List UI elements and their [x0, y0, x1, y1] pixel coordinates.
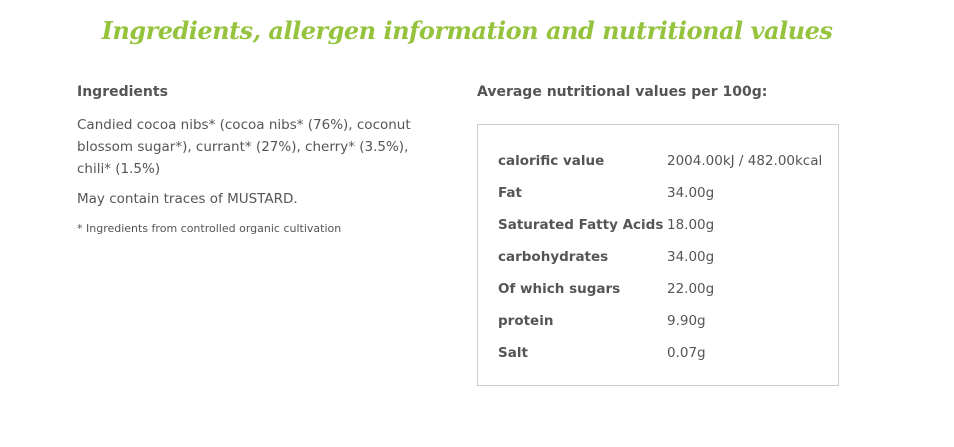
nutrient-name: Fat — [498, 185, 522, 201]
nutrient-value: 22.00g — [667, 281, 715, 297]
nutrient-name: Salt — [498, 345, 528, 361]
nutrient-name: Of which sugars — [498, 281, 621, 297]
nutrition-table: calorific value 2004.00kJ / 482.00kcal Fat… — [477, 124, 839, 386]
page-title: Ingredients, allergen information and nu… — [101, 16, 833, 45]
ingredients-text: Candied cocoa nibs* (cocoa nibs* (76%), … — [77, 117, 411, 177]
nutrient-name: calorific value — [498, 153, 605, 169]
nutrient-value: 34.00g — [667, 185, 715, 201]
nutrient-value: 18.00g — [667, 217, 715, 233]
nutrient-value: 2004.00kJ / 482.00kcal — [667, 153, 823, 169]
nutrient-name: Saturated Fatty Acids — [498, 217, 664, 233]
footnote: * Ingredients from controlled organic cu… — [77, 222, 342, 235]
nutrient-value: 9.90g — [667, 313, 706, 329]
nutrition-heading: Average nutritional values per 100g: — [477, 84, 768, 100]
nutrient-value: 0.07g — [667, 345, 706, 361]
ingredients-heading: Ingredients — [77, 84, 168, 100]
allergen-text: May contain traces of MUSTARD. — [77, 191, 298, 207]
nutrient-name: carbohydrates — [498, 249, 609, 265]
nutrient-value: 34.00g — [667, 249, 715, 265]
nutrient-name: protein — [498, 313, 554, 329]
